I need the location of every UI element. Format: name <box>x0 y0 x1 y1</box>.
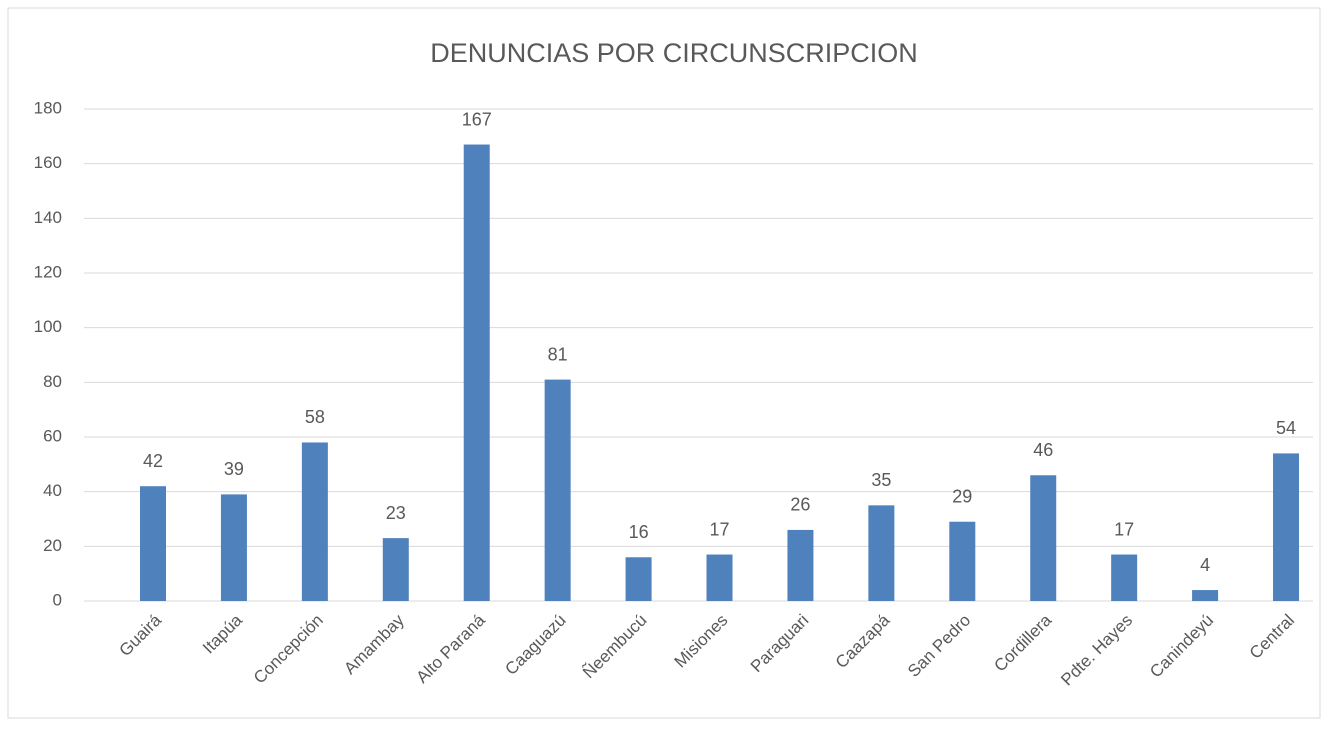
y-tick-label: 0 <box>53 590 62 609</box>
data-label: 23 <box>386 503 406 523</box>
data-label: 4 <box>1200 555 1210 575</box>
bar <box>301 442 328 601</box>
bar <box>625 557 652 601</box>
y-tick-label: 140 <box>34 208 62 227</box>
data-label: 42 <box>143 451 163 471</box>
data-label: 167 <box>462 109 492 129</box>
data-label: 58 <box>305 407 325 427</box>
y-tick-label: 100 <box>34 317 62 336</box>
bar <box>1273 453 1300 601</box>
data-label: 54 <box>1276 418 1296 438</box>
y-tick-label: 40 <box>43 481 62 500</box>
y-tick-label: 60 <box>43 426 62 445</box>
bar <box>787 529 814 601</box>
bar <box>1111 554 1138 601</box>
bar <box>382 538 409 601</box>
y-tick-label: 20 <box>43 536 62 555</box>
data-label: 16 <box>629 522 649 542</box>
data-label: 29 <box>952 486 972 506</box>
bar <box>949 521 976 601</box>
bar <box>1192 590 1219 601</box>
data-label: 17 <box>709 519 729 539</box>
data-label: 39 <box>224 459 244 479</box>
data-label: 81 <box>548 344 568 364</box>
data-label: 46 <box>1033 440 1053 460</box>
y-tick-label: 120 <box>34 262 62 281</box>
bar <box>1030 475 1057 601</box>
bar <box>544 379 571 601</box>
bar <box>868 505 895 601</box>
y-tick-label: 160 <box>34 153 62 172</box>
bar <box>706 554 733 601</box>
bar <box>220 494 247 601</box>
chart-title: DENUNCIAS POR CIRCUNSCRIPCION <box>430 38 918 68</box>
y-tick-label: 80 <box>43 372 62 391</box>
y-tick-label: 180 <box>34 98 62 117</box>
bar <box>140 486 166 601</box>
bar <box>463 144 490 602</box>
data-label: 26 <box>790 495 810 515</box>
data-label: 17 <box>1114 519 1134 539</box>
data-label: 35 <box>871 470 891 490</box>
